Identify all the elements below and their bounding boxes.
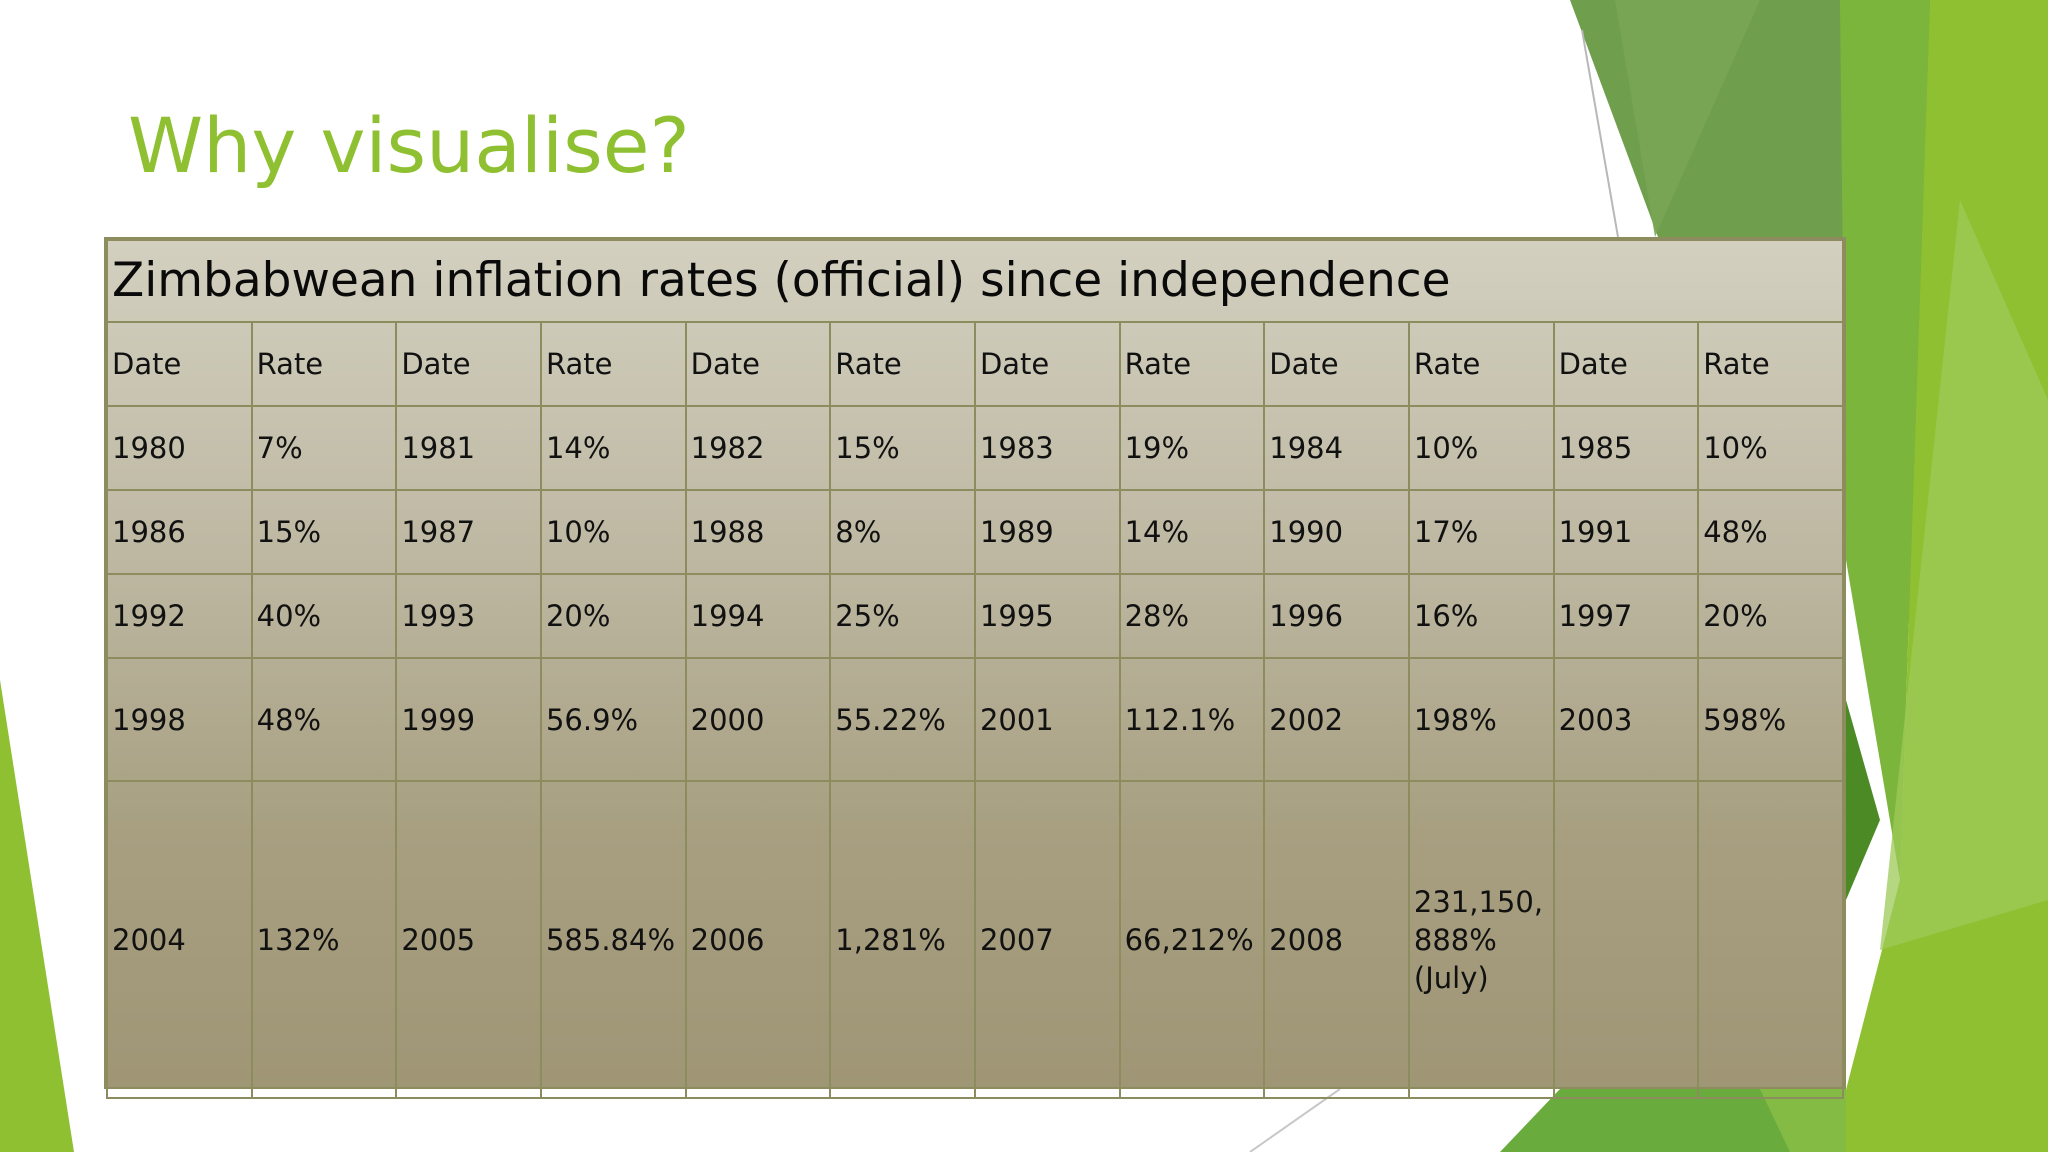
date-cell: 2003 — [1552, 657, 1700, 782]
date-cell: 1987 — [395, 489, 542, 575]
date-cell: 1983 — [973, 405, 1121, 491]
deco-line-top — [1581, 29, 1619, 238]
date-cell: 1995 — [973, 573, 1121, 659]
date-cell: 1991 — [1552, 489, 1700, 575]
header-cell-rate: Rate — [1118, 321, 1266, 407]
date-cell: 2002 — [1263, 657, 1410, 782]
date-cell: 1990 — [1263, 489, 1410, 575]
rate-cell: 1,281% — [829, 780, 976, 1099]
date-cell: 2008 — [1263, 780, 1410, 1099]
rate-cell: 25% — [829, 573, 976, 659]
rate-cell: 132% — [250, 780, 398, 1099]
date-cell: 2006 — [684, 780, 832, 1099]
date-cell: 2007 — [973, 780, 1121, 1099]
header-cell-rate: Rate — [1697, 321, 1844, 407]
date-cell: 2004 — [106, 780, 253, 1099]
date-cell: 1981 — [395, 405, 542, 491]
rate-cell: 15% — [829, 405, 976, 491]
header-cell-rate: Rate — [829, 321, 976, 407]
rate-cell: 585.84% — [539, 780, 687, 1099]
rate-cell: 10% — [1407, 405, 1555, 491]
header-cell-date: Date — [973, 321, 1121, 407]
date-cell: 1994 — [684, 573, 832, 659]
rate-cell: 7% — [250, 405, 398, 491]
rate-cell: 40% — [250, 573, 398, 659]
date-cell: 1988 — [684, 489, 832, 575]
date-cell: 1984 — [1263, 405, 1410, 491]
header-cell-date: Date — [1263, 321, 1410, 407]
table-row: 1992 40% 1993 20% 1994 25% 1995 28% 1996… — [106, 573, 1844, 659]
rate-cell: 10% — [539, 489, 687, 575]
rate-cell: 14% — [1118, 489, 1266, 575]
deco-facet-mid — [1615, 0, 1760, 237]
date-cell — [1552, 780, 1700, 1099]
rate-cell: 28% — [1118, 573, 1266, 659]
rate-cell: 231,150, 888% (July) — [1407, 780, 1555, 1099]
table-header-row: Date Rate Date Rate Date Rate Date Rate … — [106, 321, 1844, 407]
rate-cell: 66,212% — [1118, 780, 1266, 1099]
deco-line-bottom — [1249, 1088, 1341, 1152]
table-row: 1998 48% 1999 56.9% 2000 55.22% 2001 112… — [106, 657, 1844, 782]
date-cell: 1996 — [1263, 573, 1410, 659]
rate-cell: 48% — [1697, 489, 1844, 575]
date-cell: 2005 — [395, 780, 542, 1099]
date-cell: 1997 — [1552, 573, 1700, 659]
inflation-table-container: Zimbabwean inflation rates (official) si… — [104, 237, 1846, 1099]
rate-cell: 16% — [1407, 573, 1555, 659]
header-cell-rate: Rate — [539, 321, 687, 407]
header-cell-date: Date — [1552, 321, 1700, 407]
date-cell: 1999 — [395, 657, 542, 782]
table-row: 1980 7% 1981 14% 1982 15% 1983 19% 1984 … — [106, 405, 1844, 491]
rate-cell: 112.1% — [1118, 657, 1266, 782]
rate-cell: 10% — [1697, 405, 1844, 491]
date-cell: 1986 — [106, 489, 253, 575]
rate-cell: 19% — [1118, 405, 1266, 491]
table-caption-row: Zimbabwean inflation rates (official) si… — [106, 239, 1844, 323]
rate-cell — [1697, 780, 1844, 1099]
rate-cell: 15% — [250, 489, 398, 575]
deco-facet-bottom-light — [1760, 1089, 1846, 1152]
rate-cell: 14% — [539, 405, 687, 491]
rate-cell: 48% — [250, 657, 398, 782]
rate-cell: 20% — [539, 573, 687, 659]
deco-facet-deep — [1846, 700, 1880, 900]
deco-facet-bottom — [1500, 1089, 1800, 1152]
rate-cell: 198% — [1407, 657, 1555, 782]
rate-cell: 56.9% — [539, 657, 687, 782]
header-cell-date: Date — [395, 321, 542, 407]
table-caption: Zimbabwean inflation rates (official) si… — [106, 239, 1844, 323]
date-cell: 1993 — [395, 573, 542, 659]
date-cell: 2001 — [973, 657, 1121, 782]
header-cell-date: Date — [106, 321, 253, 407]
header-cell-date: Date — [684, 321, 832, 407]
table-row: 2004 132% 2005 585.84% 2006 1,281% 2007 … — [106, 780, 1844, 1099]
date-cell: 1980 — [106, 405, 253, 491]
rate-cell: 20% — [1697, 573, 1844, 659]
rate-cell: 17% — [1407, 489, 1555, 575]
date-cell: 1992 — [106, 573, 253, 659]
header-cell-rate: Rate — [1407, 321, 1555, 407]
deco-facet-left — [0, 680, 74, 1152]
table-row: 1986 15% 1987 10% 1988 8% 1989 14% 1990 … — [106, 489, 1844, 575]
rate-cell: 55.22% — [829, 657, 976, 782]
rate-cell: 598% — [1697, 657, 1844, 782]
date-cell: 1989 — [973, 489, 1121, 575]
rate-cell: 8% — [829, 489, 976, 575]
deco-facet-pale — [1880, 200, 2048, 950]
date-cell: 1985 — [1552, 405, 1700, 491]
date-cell: 1982 — [684, 405, 832, 491]
inflation-table: Zimbabwean inflation rates (official) si… — [106, 239, 1844, 1099]
date-cell: 2000 — [684, 657, 832, 782]
date-cell: 1998 — [106, 657, 253, 782]
slide-title: Why visualise? — [128, 101, 690, 190]
header-cell-rate: Rate — [250, 321, 398, 407]
